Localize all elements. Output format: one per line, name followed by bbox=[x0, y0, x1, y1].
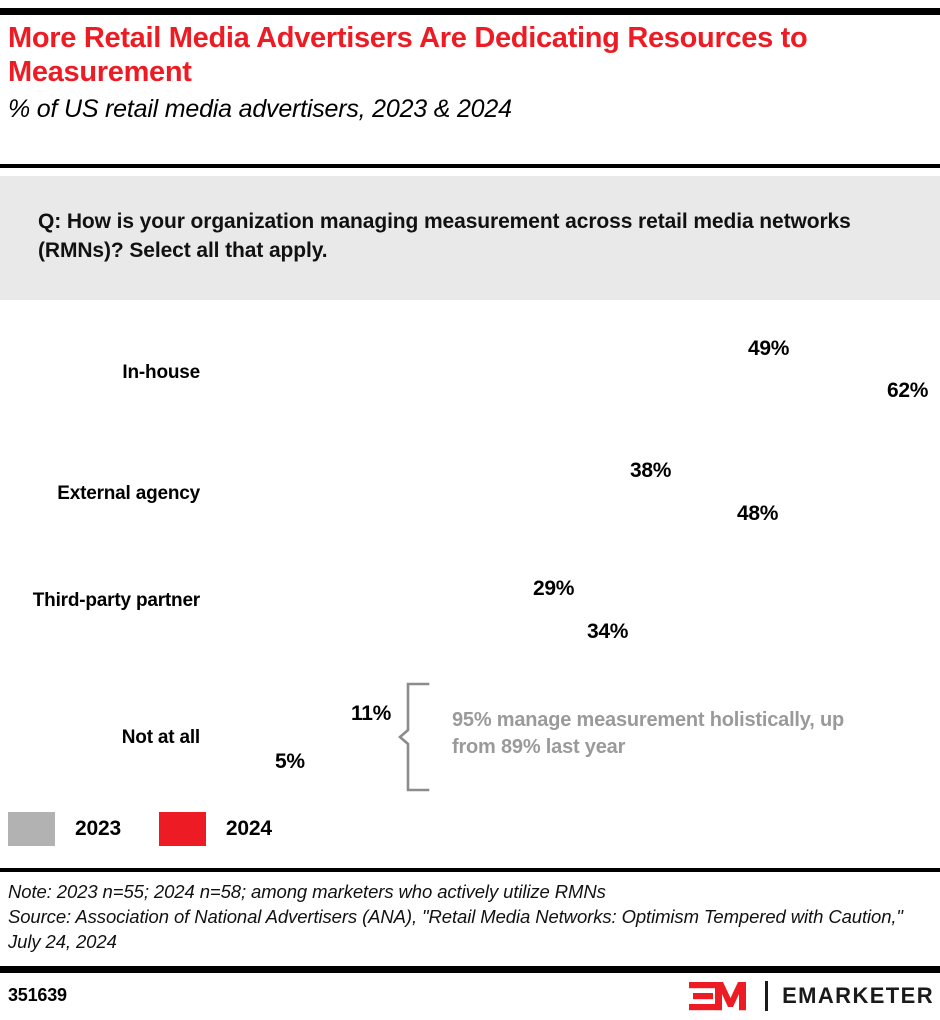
legend-swatch-2024 bbox=[158, 812, 206, 846]
bar-2023-external-agency: 38% bbox=[214, 452, 671, 490]
bar-2023-not-at-all: 11% bbox=[214, 695, 391, 733]
bar-2024-not-at-all: 5% bbox=[214, 738, 305, 786]
bar-2024-external-agency: 48% bbox=[214, 494, 778, 534]
bar-2024-in-house: 62% bbox=[214, 371, 928, 411]
bar-value-label: 48% bbox=[737, 502, 779, 525]
bar-value-label: 11% bbox=[351, 702, 391, 725]
chart-annotation: 95% manage measurement holistically, up … bbox=[452, 709, 844, 759]
title-block: More Retail Media Advertisers Are Dedica… bbox=[8, 22, 908, 124]
bar-group-not-at-all: Not at all 11% 5% 95% manage measurement… bbox=[0, 672, 940, 802]
legend-label-2024: 2024 bbox=[225, 817, 272, 840]
bar-group-in-house: In-house 49% 62% bbox=[0, 300, 940, 420]
category-label-third-party-partner: Third-party partner bbox=[32, 590, 200, 611]
footnote-source: Source: Association of National Advertis… bbox=[8, 905, 903, 952]
em-monogram-icon bbox=[689, 982, 747, 1011]
category-label-external-agency: External agency bbox=[57, 483, 200, 504]
chart-legend: 2023 2024 bbox=[8, 812, 272, 846]
survey-question: Q: How is your organization managing mea… bbox=[38, 210, 851, 262]
logo-divider bbox=[765, 981, 769, 1011]
chart-id: 351639 bbox=[8, 985, 67, 1005]
bar-value-label: 49% bbox=[748, 337, 790, 360]
footer-divider bbox=[0, 966, 940, 973]
bar-2023-third-party-partner: 29% bbox=[214, 570, 574, 608]
top-rule bbox=[0, 8, 940, 15]
bar-2024-third-party-partner: 34% bbox=[214, 612, 628, 652]
question-band: Q: How is your organization managing mea… bbox=[0, 176, 940, 300]
legend-item-2023: 2023 bbox=[8, 812, 121, 846]
footnote-block: Note: 2023 n=55; 2024 n=58; among market… bbox=[8, 880, 932, 955]
bar-group-third-party-partner: Third-party partner 29% 34% bbox=[0, 550, 940, 670]
page-title: More Retail Media Advertisers Are Dedica… bbox=[8, 22, 808, 88]
bar-value-label: 5% bbox=[275, 750, 305, 773]
bar-value-label: 29% bbox=[533, 577, 575, 600]
legend-swatch-2023 bbox=[8, 812, 55, 846]
legend-item-2024: 2024 bbox=[158, 812, 272, 846]
legend-label-2023: 2023 bbox=[75, 817, 121, 840]
category-label-in-house: In-house bbox=[122, 362, 200, 383]
category-label-not-at-all: Not at all bbox=[121, 727, 200, 748]
brand-wordmark: EMARKETER bbox=[782, 983, 934, 1008]
emarketer-logo: EMARKETER bbox=[689, 980, 934, 1012]
footnote-note: Note: 2023 n=55; 2024 n=58; among market… bbox=[8, 881, 606, 902]
bar-group-external-agency: External agency 38% 48% bbox=[0, 422, 940, 542]
bar-value-label: 62% bbox=[887, 379, 929, 402]
title-divider bbox=[0, 164, 940, 168]
bar-value-label: 38% bbox=[630, 459, 672, 482]
page-subtitle: % of US retail media advertisers, 2023 &… bbox=[8, 95, 512, 124]
bar-2023-in-house: 49% bbox=[214, 331, 789, 367]
plot-area: In-house 49% 62% External agency 38% 48% bbox=[0, 300, 940, 805]
bracket-icon bbox=[398, 682, 430, 792]
bar-value-label: 34% bbox=[587, 620, 629, 643]
footnote-divider bbox=[0, 868, 940, 872]
